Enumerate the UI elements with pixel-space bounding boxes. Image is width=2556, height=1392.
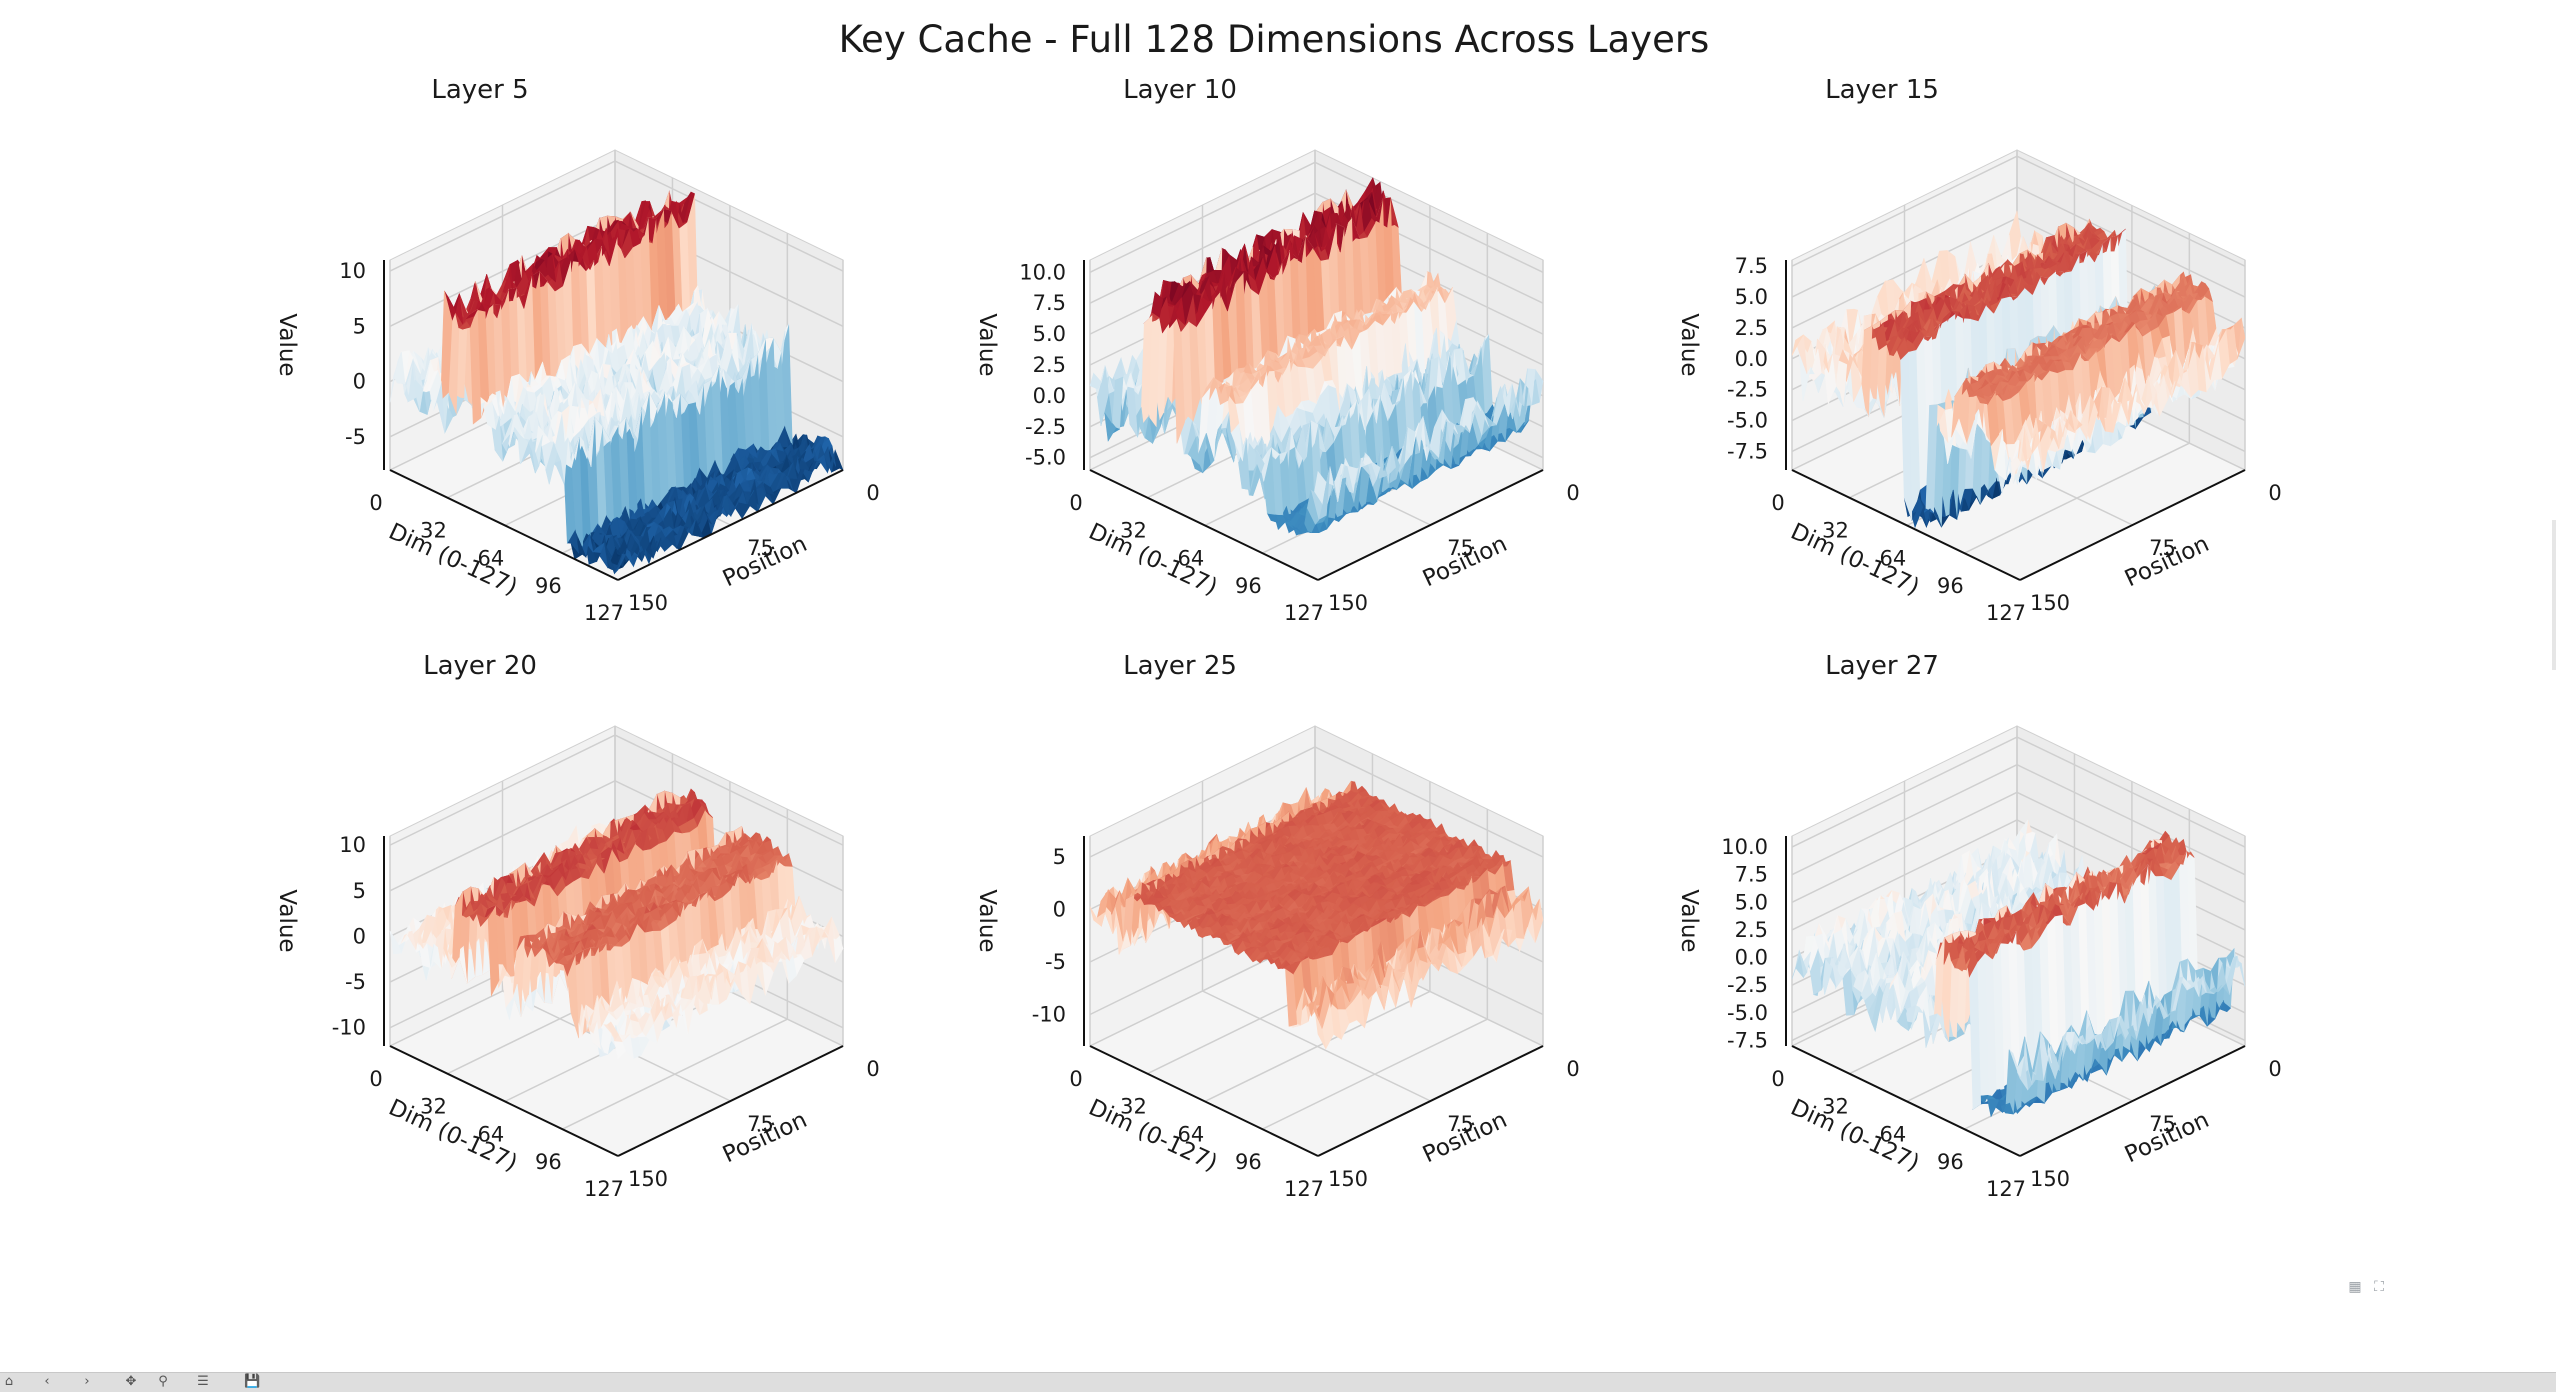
x-tick-label: 96: [535, 1150, 562, 1174]
z-tick-label: 10: [339, 259, 366, 283]
y-tick-label: 0: [1566, 1057, 1579, 1081]
z-tick-label: 5.0: [1735, 890, 1768, 914]
x-tick-label: 0: [1771, 1067, 1784, 1091]
z-tick-label: 7.5: [1735, 863, 1768, 887]
subplot-title: Layer 15: [1825, 75, 1939, 105]
z-tick-label: -10: [1032, 1003, 1066, 1027]
z-axis-label: Value: [974, 313, 1000, 376]
z-tick-label: -5: [345, 970, 366, 994]
figure-corner-tools: ▦⛶: [2346, 1276, 2396, 1298]
y-tick-label: 0: [866, 481, 879, 505]
z-tick-label: 7.5: [1735, 254, 1768, 278]
grid-icon[interactable]: ▦: [2346, 1278, 2364, 1296]
x-tick-label: 96: [1235, 574, 1262, 598]
x-tick-label: 0: [1771, 491, 1784, 515]
z-tick-label: -2.5: [1727, 378, 1768, 402]
z-tick-label: -10: [332, 1016, 366, 1040]
y-tick-label: 150: [628, 591, 668, 615]
configure-icon[interactable]: ☰: [196, 1375, 210, 1389]
z-tick-label: 2.5: [1735, 918, 1768, 942]
z-axis-label: Value: [974, 889, 1000, 952]
z-tick-label: 0: [1053, 898, 1066, 922]
z-tick-label: 0: [353, 370, 366, 394]
z-tick-label: -5: [1045, 950, 1066, 974]
z-tick-label: 0.0: [1735, 946, 1768, 970]
x-tick-label: 0: [1069, 491, 1082, 515]
y-tick-label: 0: [2268, 481, 2281, 505]
y-tick-label: 0: [866, 1057, 879, 1081]
x-tick-label: 96: [1937, 574, 1964, 598]
x-tick-label: 127: [584, 601, 624, 625]
z-tick-label: -7.5: [1727, 1028, 1768, 1052]
z-tick-label: -7.5: [1727, 439, 1768, 463]
x-tick-label: 0: [369, 491, 382, 515]
toolbar-strip: ⌂ ‹ › ✥ ⚲ ☰ 💾: [0, 1372, 2556, 1392]
subplot-title: Layer 27: [1825, 651, 1939, 681]
z-tick-label: 7.5: [1033, 291, 1066, 315]
z-tick-label: 2.5: [1735, 316, 1768, 340]
z-tick-label: 0: [353, 924, 366, 948]
z-tick-label: 0.0: [1033, 384, 1066, 408]
z-tick-label: 5.0: [1033, 322, 1066, 346]
back-icon[interactable]: ‹: [40, 1375, 54, 1389]
x-tick-label: 0: [1069, 1067, 1082, 1091]
z-tick-label: -2.5: [1727, 973, 1768, 997]
y-tick-label: 150: [2030, 1167, 2070, 1191]
y-tick-label: 150: [628, 1167, 668, 1191]
z-tick-label: -5.0: [1727, 1001, 1768, 1025]
x-tick-label: 127: [584, 1177, 624, 1201]
z-tick-label: -5.0: [1727, 409, 1768, 433]
z-tick-label: 5: [353, 879, 366, 903]
z-tick-label: 10: [339, 833, 366, 857]
subplot-title: Layer 25: [1123, 651, 1237, 681]
z-axis-label: Value: [274, 889, 300, 952]
subplot-title: Layer 10: [1123, 75, 1237, 105]
y-tick-label: 0: [2268, 1057, 2281, 1081]
z-tick-label: 5: [1053, 845, 1066, 869]
forward-icon[interactable]: ›: [80, 1375, 94, 1389]
x-tick-label: 96: [1235, 1150, 1262, 1174]
z-axis-label: Value: [1676, 889, 1702, 952]
x-tick-label: 127: [1284, 1177, 1324, 1201]
pan-icon[interactable]: ✥: [124, 1375, 138, 1389]
z-tick-label: 5: [353, 314, 366, 338]
z-tick-label: -2.5: [1025, 415, 1066, 439]
z-tick-label: 5.0: [1735, 285, 1768, 309]
z-tick-label: 0.0: [1735, 347, 1768, 371]
z-tick-label: -5: [345, 425, 366, 449]
x-tick-label: 0: [369, 1067, 382, 1091]
subplot-title: Layer 20: [423, 651, 537, 681]
zoom-icon[interactable]: ⚲: [156, 1375, 170, 1389]
x-tick-label: 96: [535, 574, 562, 598]
expand-icon[interactable]: ⛶: [2370, 1278, 2388, 1296]
x-tick-label: 127: [1986, 1177, 2026, 1201]
home-icon[interactable]: ⌂: [2, 1375, 16, 1389]
z-axis-label: Value: [274, 313, 300, 376]
x-tick-label: 127: [1284, 601, 1324, 625]
y-tick-label: 0: [1566, 481, 1579, 505]
y-tick-label: 150: [1328, 1167, 1368, 1191]
z-tick-label: 10.0: [1721, 835, 1768, 859]
save-icon[interactable]: 💾: [244, 1375, 258, 1389]
figure-title: Key Cache - Full 128 Dimensions Across L…: [839, 18, 1710, 61]
z-axis-label: Value: [1676, 313, 1702, 376]
y-tick-label: 150: [1328, 591, 1368, 615]
x-tick-label: 127: [1986, 601, 2026, 625]
z-tick-label: 2.5: [1033, 353, 1066, 377]
window-edge-handle[interactable]: [2552, 520, 2556, 670]
z-tick-label: 10.0: [1019, 260, 1066, 284]
y-tick-label: 150: [2030, 591, 2070, 615]
z-tick-label: -5.0: [1025, 446, 1066, 470]
x-tick-label: 96: [1937, 1150, 1964, 1174]
subplot-title: Layer 5: [431, 75, 528, 105]
